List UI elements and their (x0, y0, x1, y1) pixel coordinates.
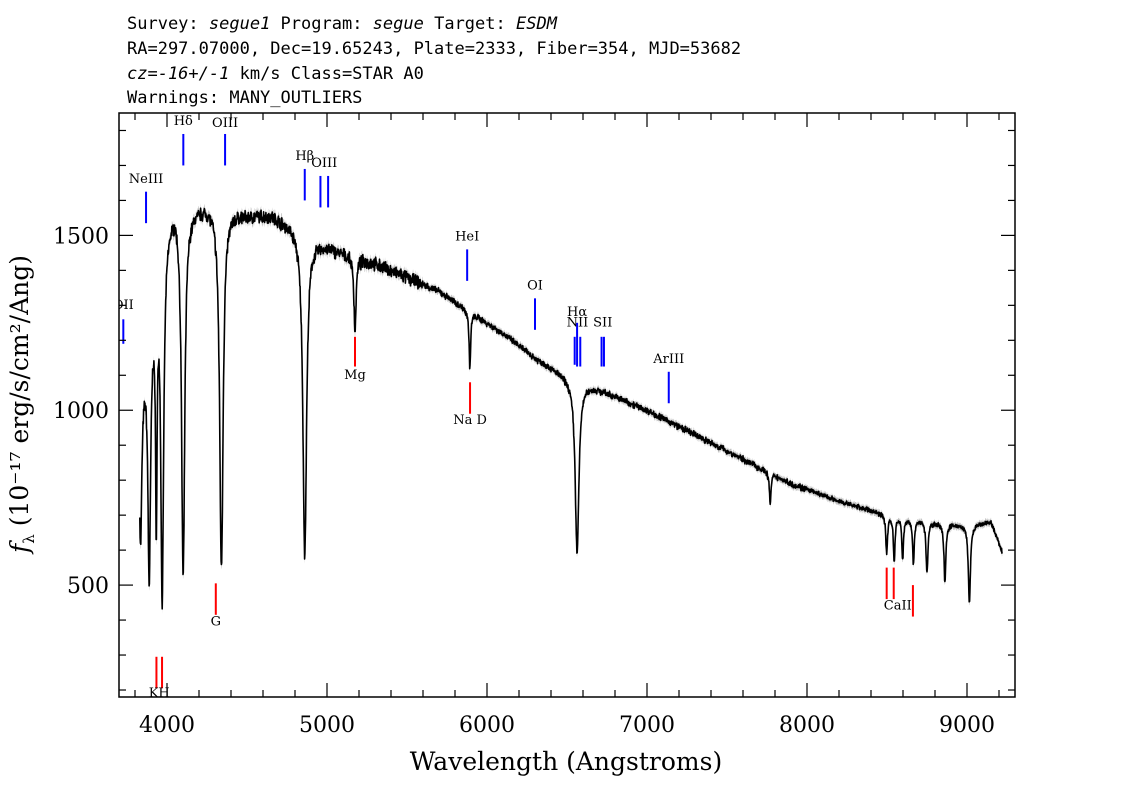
x-axis-label: Wavelength (Angstroms) (410, 747, 722, 776)
absorption-label-na-d: Na D (453, 413, 487, 428)
header-line-redshift: cz=-16+/-1 km/s Class=STAR A0 (127, 64, 424, 84)
header-line3-segment: cz=-16+/-1 (127, 64, 229, 84)
emission-label-oi: OI (527, 279, 543, 294)
spectrum-data (139, 203, 1003, 614)
y-tick-label: 500 (67, 574, 109, 599)
axis-ticks (119, 113, 1015, 697)
header-line3-segment: km/s Class=STAR A0 (229, 64, 423, 84)
x-tick-label: 7000 (619, 713, 675, 738)
x-tick-label: 8000 (779, 713, 835, 738)
header-line1-segment: Target: (424, 14, 516, 34)
x-tick-label: 6000 (459, 713, 515, 738)
header-line1-segment: segue1 (209, 14, 270, 34)
header-line-survey: Survey: segue1 Program: segue Target: ES… (127, 14, 558, 34)
header-line1-segment: Survey: (127, 14, 209, 34)
y-axis-label: fλ (10⁻¹⁷ erg/s/cm²/Ang) (5, 255, 38, 555)
emission-label-sii: SII (593, 315, 612, 330)
emission-label-neiii: NeIII (129, 172, 163, 187)
header-line-coordinates: RA=297.07000, Dec=19.65243, Plate=2333, … (127, 39, 741, 59)
y-tick-label: 1000 (53, 399, 109, 424)
emission-label-hei: HeI (455, 230, 479, 245)
emission-label-hβ: Hβ (295, 149, 314, 164)
x-tick-label: 4000 (139, 713, 195, 738)
header: Survey: segue1 Program: segue Target: ES… (127, 14, 741, 108)
emission-label-hα: Hα (567, 305, 587, 320)
error-band (139, 203, 1003, 614)
header-line1-segment: segue (373, 14, 424, 34)
emission-label-oii: OII (113, 298, 134, 313)
header-line1-segment: ESDM (516, 14, 558, 34)
spectrum-line (139, 207, 1003, 610)
plot-frame (118, 112, 1016, 698)
emission-label-ariii: ArIII (652, 352, 684, 367)
absorption-label-mg: Mg (344, 368, 366, 383)
absorption-label-caii: CaII (884, 599, 912, 614)
line-markers (122, 133, 914, 689)
emission-label-oiii: OIII (311, 156, 337, 171)
absorption-label-kh: KH (149, 686, 170, 701)
header-line-warnings: Warnings: MANY_OUTLIERS (127, 88, 362, 108)
emission-label-hδ: Hδ (174, 114, 193, 129)
emission-label-nii: NII (567, 315, 589, 330)
header-line1-segment: Program: (270, 14, 372, 34)
x-tick-label: 9000 (939, 713, 995, 738)
absorption-label-g: G (211, 614, 221, 629)
x-tick-label: 5000 (299, 713, 355, 738)
emission-label-oiii: OIII (212, 116, 238, 131)
y-tick-label: 1500 (53, 224, 109, 249)
